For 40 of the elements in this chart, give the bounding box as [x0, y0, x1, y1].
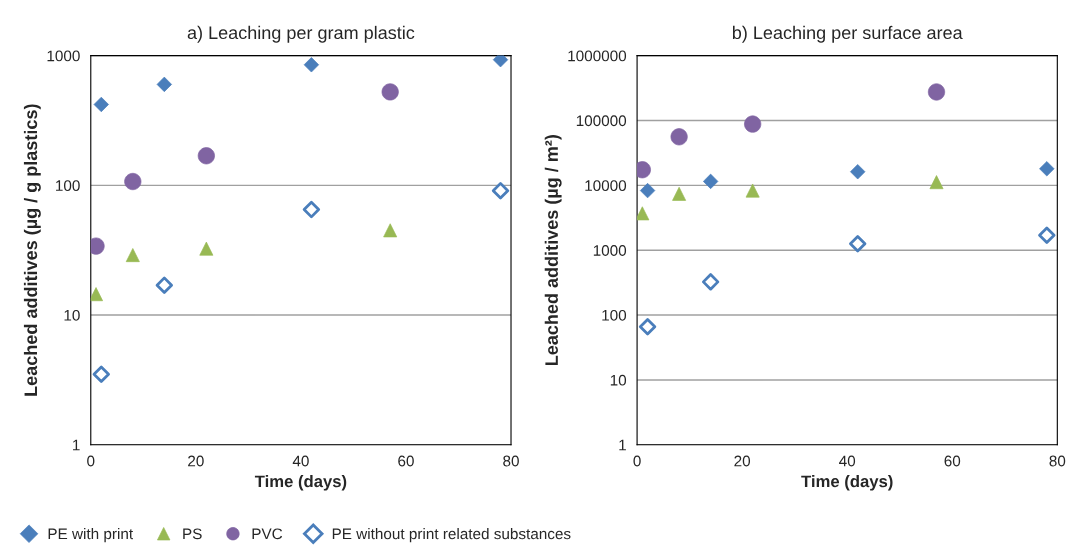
y-axis-title: Leached additives (µg / g plastics) — [23, 104, 41, 396]
point — [302, 200, 321, 219]
x-tick-label: 0 — [87, 455, 95, 467]
x-axis-title: Time (days) — [254, 475, 347, 491]
legend-label: PS — [183, 528, 202, 540]
point — [701, 273, 720, 291]
x-axis-title: Time (days) — [801, 475, 893, 491]
legend-label: PVC — [252, 528, 283, 540]
y-tick-label: 1 — [619, 439, 626, 451]
legend-label: PE with print — [48, 528, 134, 543]
point — [638, 318, 657, 336]
x-tick-label: 20 — [734, 455, 751, 467]
x-tick-label: 60 — [944, 455, 961, 467]
y-tick-label: 100000 — [576, 115, 627, 127]
y-tick-label: 100 — [56, 180, 80, 192]
point — [491, 181, 510, 200]
x-tick-label: 60 — [398, 455, 414, 467]
x-tick-label: 20 — [188, 455, 204, 467]
x-tick-label: 40 — [839, 455, 856, 467]
y-tick-label: 1 — [73, 439, 80, 451]
y-tick-label: 1000 — [593, 245, 627, 256]
y-tick-label: 1000000 — [568, 50, 627, 62]
x-tick-label: 0 — [633, 455, 641, 467]
point — [849, 235, 867, 253]
chart-title: a) Leaching per gram plastic — [187, 25, 415, 43]
x-tick-label: 40 — [292, 455, 309, 467]
y-tick-label: 10 — [64, 309, 80, 321]
y-tick-label: 100 — [602, 309, 627, 321]
legend-label: PE without print related substances — [332, 528, 571, 543]
x-tick-label: 80 — [503, 455, 519, 467]
x-tick-label: 80 — [1049, 455, 1066, 467]
y-tick-label: 10 — [610, 374, 627, 386]
point — [927, 83, 946, 101]
y-axis-title: Leached additives (µg / m²) — [544, 135, 562, 366]
y-tick-label: 1000 — [47, 50, 80, 62]
chart-title: b) Leaching per surface area — [732, 25, 963, 43]
y-tick-label: 10000 — [585, 180, 627, 192]
point — [155, 276, 173, 294]
point — [92, 365, 110, 383]
point — [1038, 226, 1056, 244]
